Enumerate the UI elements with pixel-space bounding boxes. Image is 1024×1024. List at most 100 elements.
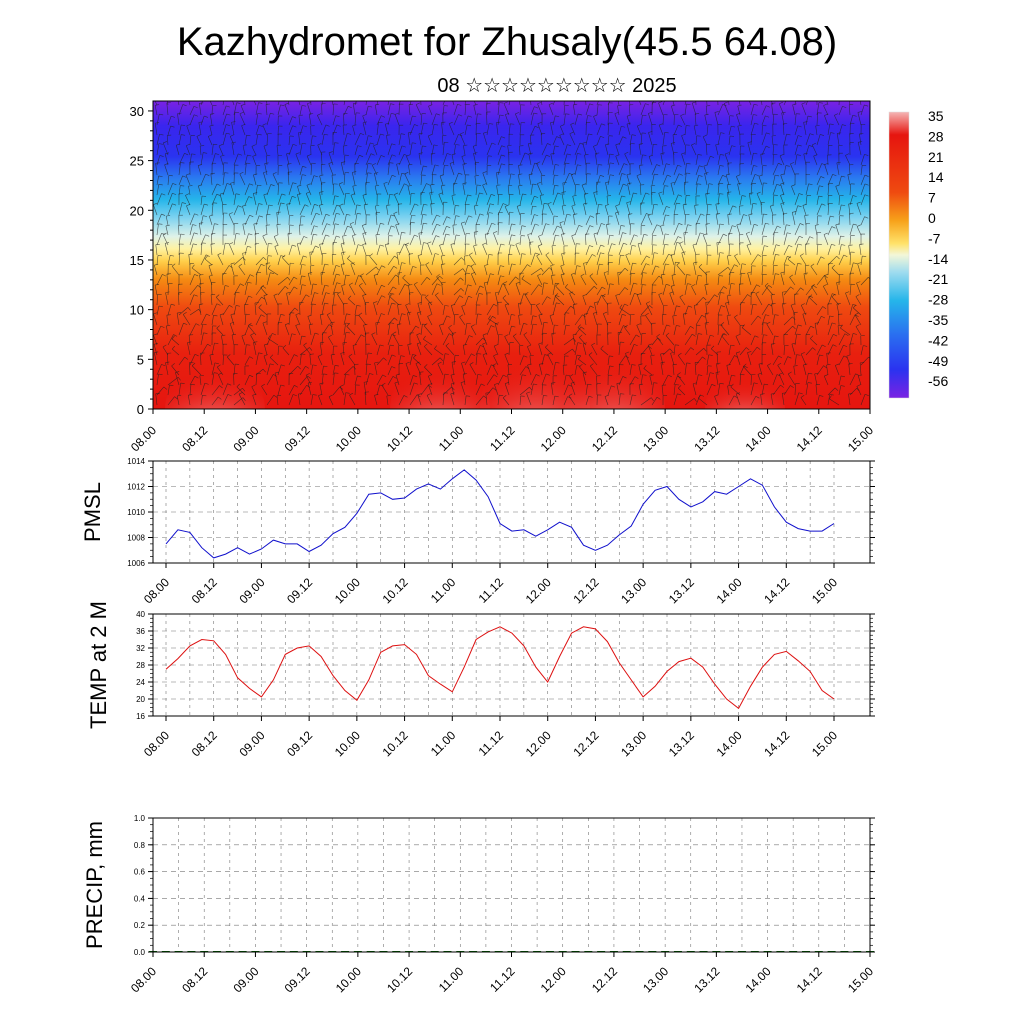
wind-barb-flag bbox=[448, 325, 452, 328]
wind-barb-flag bbox=[496, 171, 501, 173]
wind-barb bbox=[618, 376, 624, 386]
wind-barb bbox=[572, 196, 576, 206]
wind-barb-flag bbox=[588, 133, 593, 136]
wind-barb-flag bbox=[782, 392, 787, 394]
wind-barb bbox=[321, 214, 327, 226]
wind-barb bbox=[651, 204, 655, 216]
wind-barb-flag bbox=[386, 204, 391, 206]
wind-barb bbox=[284, 324, 290, 336]
wind-barb bbox=[253, 101, 257, 106]
wind-barb-flag bbox=[363, 323, 368, 326]
wind-barb bbox=[670, 183, 675, 196]
wind-barb-flag bbox=[199, 222, 204, 224]
wind-barb-flag bbox=[469, 252, 473, 256]
wind-barb bbox=[607, 112, 609, 126]
wind-barb-flag bbox=[460, 277, 464, 281]
wind-barb bbox=[332, 195, 336, 206]
wind-barb bbox=[475, 213, 481, 226]
wind-barb-flag bbox=[446, 315, 451, 318]
wind-barb bbox=[438, 194, 444, 206]
wind-barb bbox=[387, 334, 392, 346]
wind-barb-flag bbox=[328, 161, 333, 164]
wind-barb bbox=[761, 245, 765, 256]
wind-barb-flag bbox=[582, 141, 587, 144]
wind-barb bbox=[617, 105, 620, 116]
wind-barb bbox=[408, 254, 411, 266]
wind-barb bbox=[255, 125, 260, 136]
wind-barb bbox=[156, 193, 162, 206]
wind-barb bbox=[178, 153, 185, 166]
wind-barb-flag bbox=[314, 332, 319, 335]
wind-barb-flag bbox=[347, 92, 351, 93]
wind-barb-flag bbox=[544, 203, 549, 205]
wind-barb-flag bbox=[241, 123, 246, 126]
wind-barb-flag bbox=[651, 397, 654, 402]
wind-barb bbox=[387, 266, 394, 276]
wind-barb bbox=[570, 383, 576, 396]
wind-barb bbox=[728, 395, 735, 406]
wind-barb bbox=[629, 293, 635, 306]
wind-barb bbox=[262, 124, 268, 136]
wind-barb bbox=[352, 172, 356, 186]
wind-barb-flag bbox=[582, 314, 586, 318]
wind-barb bbox=[387, 162, 390, 176]
precip-panel: PRECIP, mm 0.00.20.40.60.81.008.00 08.12 0… bbox=[82, 814, 876, 995]
wind-barb bbox=[530, 106, 535, 116]
wind-barb bbox=[541, 154, 547, 166]
wind-barb-flag bbox=[743, 214, 748, 217]
wind-barb bbox=[321, 152, 323, 166]
wind-barb-flag bbox=[749, 192, 754, 194]
wind-barb-flag bbox=[187, 307, 191, 311]
wind-barb-flag bbox=[375, 103, 380, 106]
wind-barb bbox=[757, 374, 763, 386]
wind-barb bbox=[297, 186, 301, 196]
wind-barb-flag bbox=[824, 113, 829, 116]
wind-barb bbox=[502, 397, 510, 406]
wind-barb bbox=[561, 192, 565, 206]
wind-barb bbox=[475, 133, 477, 146]
wind-barb-flag bbox=[444, 353, 450, 355]
wind-barb bbox=[200, 115, 205, 126]
wind-barb bbox=[727, 214, 730, 226]
wind-barb bbox=[618, 255, 621, 266]
wind-barb-flag bbox=[407, 185, 412, 187]
wind-barb bbox=[497, 102, 500, 116]
wind-barb bbox=[343, 155, 346, 166]
wind-barb-flag bbox=[370, 142, 375, 145]
wind-barb bbox=[573, 214, 576, 226]
wind-barb bbox=[287, 172, 290, 186]
wind-barb bbox=[171, 365, 180, 376]
wind-barb-flag bbox=[853, 223, 858, 226]
wind-barb-flag bbox=[625, 355, 629, 359]
wind-barb bbox=[728, 101, 730, 106]
wind-barb-flag bbox=[536, 253, 541, 257]
wind-barb-flag bbox=[309, 113, 314, 115]
wind-barb bbox=[607, 355, 610, 366]
wind-barb bbox=[569, 133, 576, 146]
wind-barb bbox=[258, 307, 268, 316]
wind-barb bbox=[199, 375, 202, 386]
wind-barb bbox=[748, 214, 752, 226]
wind-barb bbox=[483, 282, 488, 296]
wind-barb bbox=[771, 215, 774, 226]
wind-barb-flag bbox=[229, 242, 234, 245]
wind-barb bbox=[552, 215, 555, 226]
wind-barb bbox=[442, 353, 446, 366]
wind-barb bbox=[200, 332, 204, 346]
wind-barb-flag bbox=[462, 163, 467, 165]
y-tick-label: 24 bbox=[136, 678, 145, 687]
wind-barb-flag bbox=[669, 348, 673, 352]
wind-barb bbox=[288, 312, 291, 326]
wind-barb bbox=[615, 295, 620, 306]
wind-barb-flag bbox=[567, 396, 572, 399]
figure-subtitle: 08 ☆☆☆☆☆☆☆☆☆ 2025 bbox=[437, 75, 676, 97]
wind-barb bbox=[607, 135, 610, 146]
wind-barb bbox=[530, 112, 534, 126]
wind-barb-flag bbox=[194, 213, 199, 216]
wind-barb bbox=[562, 182, 565, 196]
wind-barb-flag bbox=[402, 96, 406, 97]
wind-barb-flag bbox=[474, 231, 479, 233]
wind-barb bbox=[376, 265, 382, 276]
wind-barb bbox=[649, 375, 653, 386]
wind-barb-flag bbox=[471, 272, 476, 275]
